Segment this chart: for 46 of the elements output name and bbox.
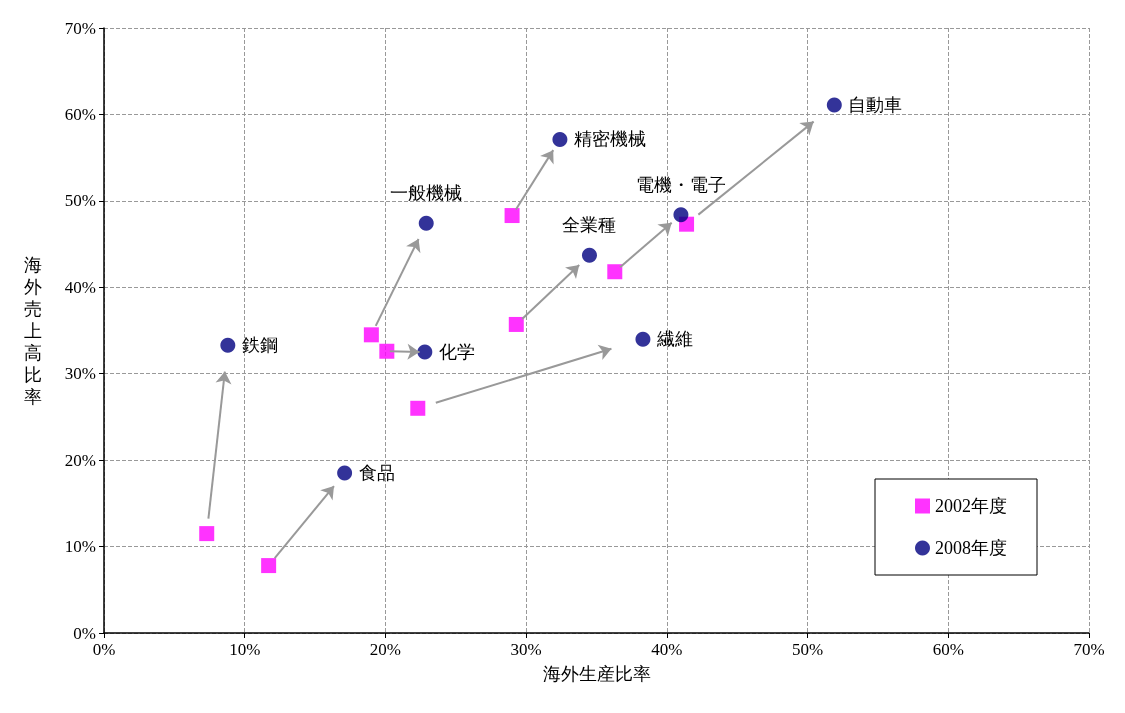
y-tick-label: 30% [64, 364, 96, 384]
y-tick-label: 10% [64, 537, 96, 557]
point [552, 132, 568, 147]
annotation: 鉄鋼 [241, 335, 278, 356]
y-tick-label: 20% [64, 450, 96, 470]
y-tick-label: 70% [64, 18, 96, 38]
annotation: 化学 [438, 342, 475, 363]
x-tick-label: 70% [1073, 640, 1105, 659]
x-tick-label: 10% [229, 640, 261, 659]
point [199, 526, 215, 542]
point [635, 331, 651, 347]
point [379, 343, 395, 359]
x-tick-label: 40% [651, 640, 683, 659]
point [673, 207, 689, 223]
y-tick-label: 40% [64, 277, 96, 297]
point [418, 215, 434, 231]
point [261, 558, 277, 574]
y-tick-label: 50% [64, 191, 96, 211]
x-tick-label: 20% [369, 640, 402, 659]
point [508, 316, 524, 332]
point [581, 247, 597, 263]
x-tick-label: 0% [92, 640, 116, 659]
point [337, 465, 353, 481]
point [363, 327, 379, 343]
legend-label: 2008年度 [935, 538, 1007, 558]
legend-label: 2002年度 [935, 496, 1007, 516]
y-tick-label: 60% [64, 104, 96, 124]
x-tick-label: 30% [510, 640, 542, 659]
annotation: 食品 [358, 463, 395, 484]
annotation: 繊維 [655, 329, 693, 350]
point [607, 264, 623, 280]
point [410, 400, 426, 416]
annotation: 一般機械 [390, 183, 463, 204]
point [826, 97, 842, 113]
annotation: 全業種 [562, 215, 617, 236]
x-tick-label: 60% [932, 640, 964, 659]
y-axis-title: 海外売上高比率 [24, 254, 42, 407]
annotation: 自動車 [848, 94, 903, 115]
annotation: 精密機械 [573, 129, 646, 150]
x-tick-label: 50% [791, 640, 824, 659]
point [417, 344, 433, 360]
point [504, 208, 520, 224]
point [220, 337, 236, 353]
y-tick-label: 0% [73, 623, 96, 643]
annotation: 電機・電子 [635, 174, 726, 195]
x-axis-title: 海外生産比率 [542, 664, 651, 684]
